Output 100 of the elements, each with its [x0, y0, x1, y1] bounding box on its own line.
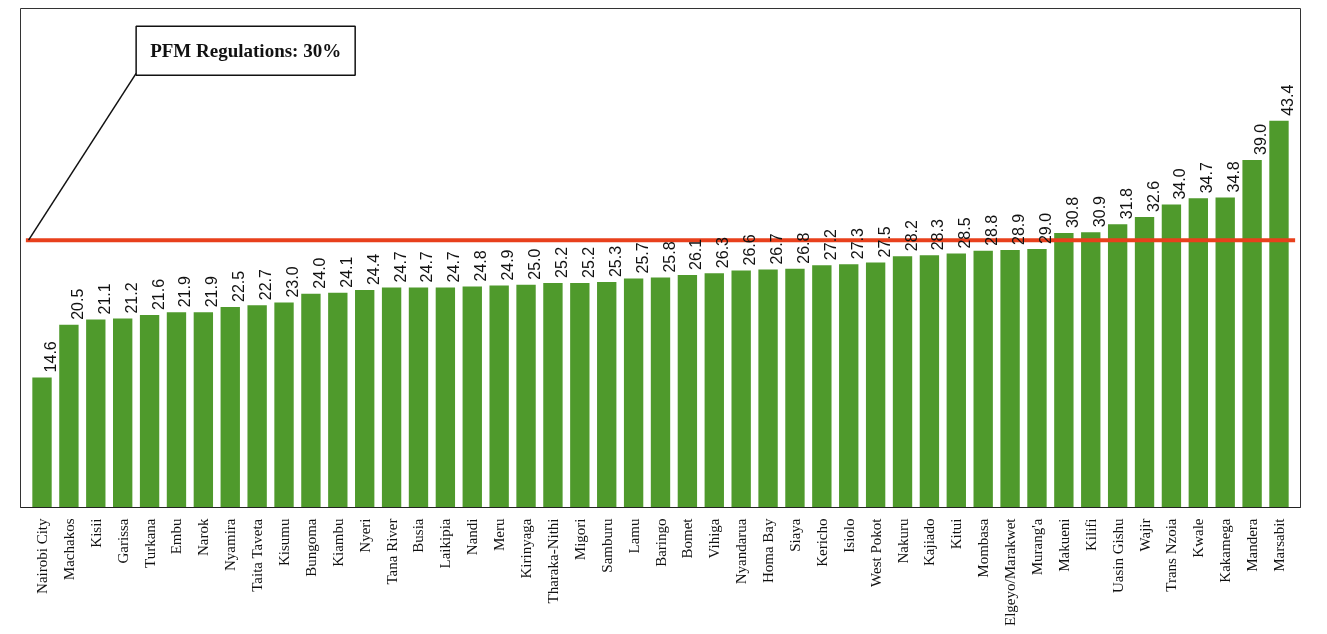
x-tick-label: Taita Taveta [249, 518, 266, 592]
data-label: 24.4 [364, 253, 382, 286]
data-label: 25.8 [660, 241, 678, 273]
bar [489, 285, 509, 508]
data-label: 21.2 [122, 282, 140, 314]
data-label: 26.8 [794, 232, 812, 264]
x-tick-label: Tana River [383, 518, 400, 585]
data-label: 26.3 [714, 236, 732, 269]
bar [785, 268, 805, 508]
x-tick-label: Laikipia [437, 518, 454, 569]
data-label: 22.5 [230, 270, 248, 303]
data-label: 24.9 [499, 249, 517, 281]
bar [1134, 217, 1155, 508]
bar [623, 278, 644, 508]
x-tick-label: Migori [571, 518, 588, 561]
bar [758, 269, 778, 508]
bar [1269, 120, 1289, 508]
bar [812, 265, 832, 508]
data-label: 28.8 [983, 214, 1001, 246]
bar [274, 302, 294, 508]
data-label: 34.7 [1198, 162, 1216, 194]
x-tick-label: Bomet [679, 517, 696, 559]
data-label: 23.0 [284, 266, 302, 298]
data-label: 22.7 [257, 268, 275, 301]
data-label: 28.9 [1010, 213, 1028, 245]
data-label: 31.8 [1117, 187, 1135, 220]
x-tick-label: Kisumu [276, 518, 293, 566]
data-label: 24.7 [391, 251, 409, 283]
x-tick-label: Wajir [1136, 518, 1153, 552]
bar [892, 256, 913, 508]
x-tick-label: Kisii [87, 518, 104, 548]
data-label: 21.6 [149, 278, 167, 311]
x-tick-label: Bungoma [302, 518, 319, 577]
bar [865, 262, 886, 508]
x-tick-label: Elgeyo/Marakwet [1002, 517, 1019, 626]
x-tick-label: Siaya [786, 518, 803, 552]
x-tick-label: Mombasa [975, 518, 992, 578]
bar [1107, 224, 1128, 508]
x-tick-label: Nyeri [356, 518, 373, 553]
data-label: 29.0 [1036, 212, 1054, 245]
bar [1242, 159, 1262, 508]
x-tick-label: Kiambu [329, 518, 346, 567]
bar [328, 292, 348, 508]
data-label: 25.2 [552, 246, 570, 278]
x-tick-label: Kericho [813, 518, 830, 567]
data-label: 20.5 [68, 288, 86, 320]
bar [193, 312, 214, 508]
x-tick-label: Uasin Gishu [1109, 518, 1126, 594]
bar [247, 305, 267, 508]
bar [1081, 232, 1101, 508]
x-tick-label: Murang'a [1028, 518, 1045, 576]
bar [946, 253, 966, 508]
data-label: 39.0 [1252, 123, 1270, 155]
bar [516, 284, 536, 508]
x-tick-label: Tharaka-Nithi [544, 518, 561, 604]
data-label: 21.9 [176, 276, 194, 308]
data-label: 25.7 [633, 242, 651, 274]
bar [704, 273, 724, 508]
x-tick-label: Kakamega [1217, 518, 1234, 583]
bar [650, 277, 671, 508]
bar [220, 307, 240, 508]
bar [408, 287, 429, 508]
bar [570, 282, 590, 508]
bar [32, 377, 52, 508]
x-tick-label: Garissa [114, 518, 131, 564]
data-label: 25.3 [606, 245, 624, 278]
bar [86, 319, 106, 508]
x-tick-label: Trans Nzoia [1163, 518, 1180, 592]
bar [1000, 249, 1020, 508]
bar [597, 282, 617, 508]
data-label: 25.2 [579, 246, 597, 278]
x-tick-label: Homa Bay [760, 518, 777, 584]
x-tick-label: West Pokot [867, 517, 884, 587]
x-tick-label: Kajiado [921, 518, 938, 566]
data-label: 34.0 [1171, 168, 1189, 200]
data-label: 21.1 [95, 283, 113, 315]
data-label: 24.1 [337, 256, 355, 288]
bar [1188, 198, 1208, 508]
data-label: 24.7 [445, 251, 463, 283]
data-label: 32.6 [1144, 180, 1162, 213]
data-label: 30.9 [1090, 195, 1108, 228]
bar [301, 293, 321, 508]
data-label: 26.7 [768, 233, 786, 265]
bar [543, 282, 563, 508]
x-tick-label: Nyandarua [733, 518, 750, 585]
data-label: 26.6 [741, 234, 759, 266]
bar [462, 286, 482, 508]
bar [919, 255, 940, 508]
x-tick-label: Makueni [1055, 518, 1072, 572]
x-tick-label: Nyamira [222, 518, 239, 571]
bar [1161, 204, 1182, 508]
data-label: 14.6 [42, 341, 60, 373]
data-label: 24.8 [472, 250, 490, 282]
x-tick-label: Lamu [625, 518, 642, 554]
x-tick-label: Kirinyaga [518, 518, 535, 579]
x-tick-label: Meru [491, 518, 508, 551]
x-tick-label: Vihiga [706, 518, 723, 559]
x-tick-label: Kilifi [1082, 518, 1099, 551]
bar [973, 250, 993, 508]
x-tick-label: Marsabit [1270, 517, 1287, 572]
